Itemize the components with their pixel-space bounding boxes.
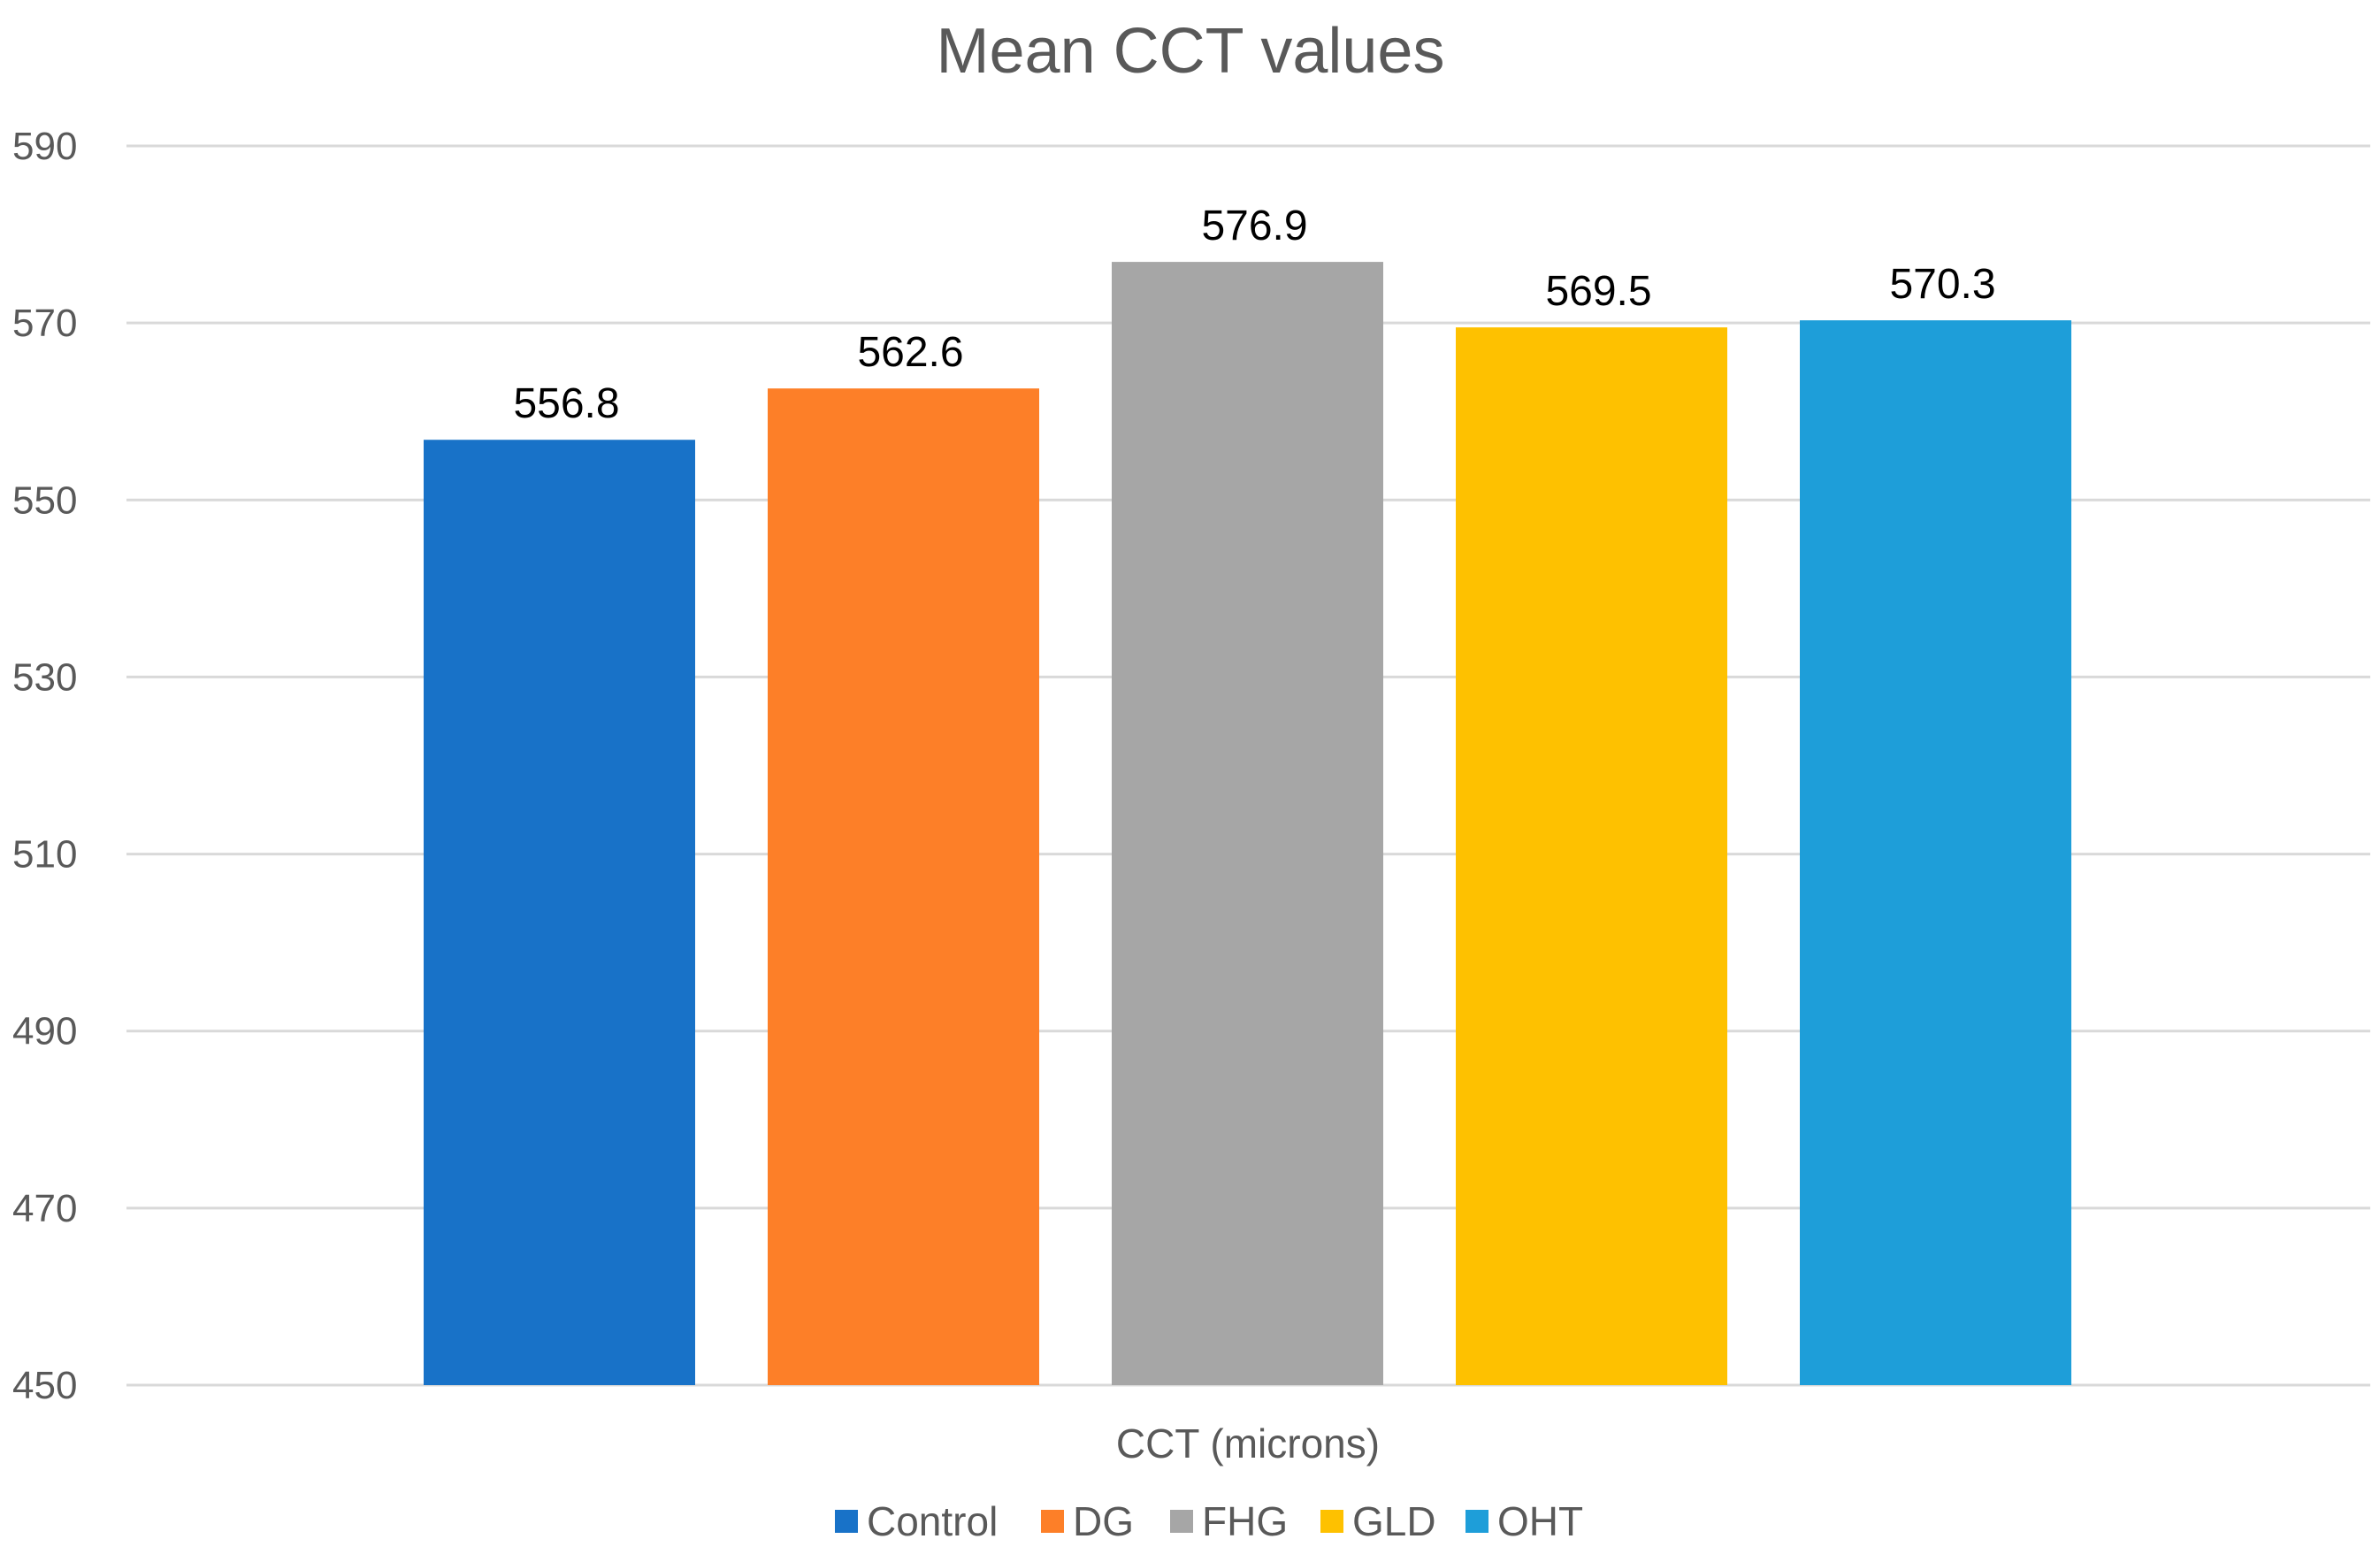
legend-swatch-gld xyxy=(1320,1510,1343,1533)
data-label-oht: 570.3 xyxy=(1889,261,1995,308)
legend-label-oht: OHT xyxy=(1497,1498,1583,1544)
legend-item-fhg: FHG xyxy=(1170,1498,1288,1544)
data-label-fhg: 576.9 xyxy=(1201,203,1307,249)
bar-dg xyxy=(768,388,1039,1386)
bar-gld xyxy=(1456,327,1727,1385)
legend-item-oht: OHT xyxy=(1465,1498,1583,1544)
y-tick-label: 530 xyxy=(12,655,77,699)
y-tick-label: 570 xyxy=(12,302,77,345)
legend-swatch-control xyxy=(835,1510,858,1533)
bar-control xyxy=(424,440,695,1385)
legend-swatch-fhg xyxy=(1170,1510,1193,1533)
data-label-dg: 562.6 xyxy=(857,329,963,376)
legend-label-gld: GLD xyxy=(1352,1498,1436,1544)
x-axis-label: CCT (microns) xyxy=(1116,1420,1380,1466)
chart-title: Mean CCT values xyxy=(937,16,1445,87)
legend-label-fhg: FHG xyxy=(1202,1498,1288,1544)
legend-item-dg: DG xyxy=(1041,1498,1134,1544)
y-tick-label: 470 xyxy=(12,1187,77,1230)
data-label-gld: 569.5 xyxy=(1545,268,1651,315)
legend-label-dg: DG xyxy=(1073,1498,1134,1544)
legend-swatch-oht xyxy=(1465,1510,1488,1533)
data-labels: 556.8 562.6 576.9 569.5 570.3 xyxy=(513,203,1995,427)
y-tick-label: 510 xyxy=(12,833,77,877)
bar-fhg xyxy=(1112,262,1383,1386)
y-tick-label: 550 xyxy=(12,479,77,522)
y-tick-label: 450 xyxy=(12,1364,77,1407)
data-label-control: 556.8 xyxy=(513,380,619,427)
legend-swatch-dg xyxy=(1041,1510,1064,1533)
y-tick-label: 490 xyxy=(12,1010,77,1053)
y-axis-ticks: 450 470 490 510 530 550 570 590 xyxy=(12,125,77,1407)
bar-oht xyxy=(1800,320,2071,1385)
y-tick-label: 590 xyxy=(12,125,77,168)
bars xyxy=(424,262,2071,1386)
legend: Control DG FHG GLD OHT xyxy=(835,1498,1583,1544)
legend-item-gld: GLD xyxy=(1320,1498,1436,1544)
legend-item-control: Control xyxy=(835,1498,998,1544)
legend-label-control: Control xyxy=(867,1498,998,1544)
